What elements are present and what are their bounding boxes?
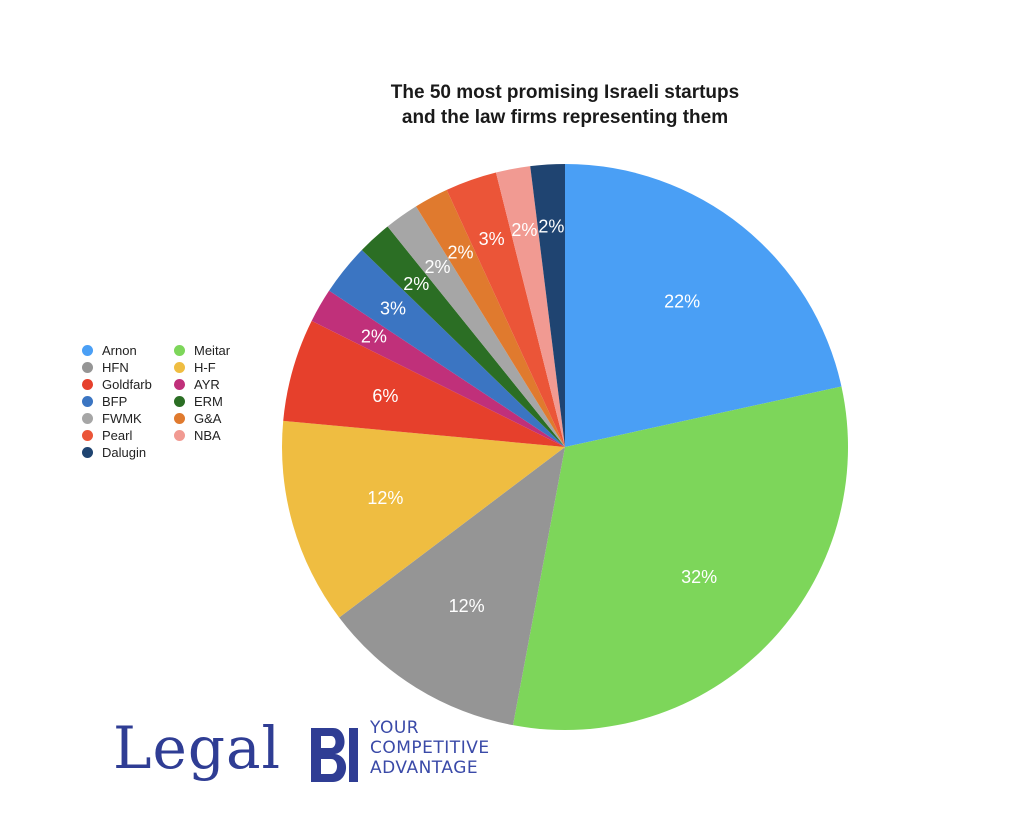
pie-slice-arnon [565,164,842,447]
pie-slice-ayr [311,290,565,447]
legend-swatch [82,447,93,458]
pie-data-labels: 22%32%12%12%6%2%3%2%2%2%3% 2% 2% [361,217,717,616]
legend-label: ERM [194,394,223,409]
logo-wordmark: Legal [113,714,282,782]
data-label-pearl: 3% [479,229,505,249]
legend-swatch [82,396,93,407]
data-label-goldfarb: 6% [372,386,398,406]
pie-slice-fwmk [387,206,565,447]
legend-item-nba: NBA [174,427,264,444]
legend-label: BFP [102,394,128,409]
data-label-nba: 2% [511,220,537,240]
legend-label: HFN [102,360,129,375]
pie-slice-g-a [416,189,565,447]
pie-slices [282,164,848,730]
legend-swatch [82,413,93,424]
pie-slice-meitar [512,386,848,730]
legend-item-erm: ERM [174,393,264,410]
chart-title-line-2: and the law firms representing them [401,107,729,128]
legend-label: Dalugin [102,445,147,460]
legend-item-goldfarb: Goldfarb [82,376,174,393]
legend-label: NBA [194,428,221,443]
legend-item-ayr: AYR [174,376,264,393]
legend-swatch [174,379,185,390]
logo-tagline-line-3: ADVANTAGE [370,758,479,778]
legend-label: H-F [194,360,216,375]
data-label-g-a: 2% [448,243,474,263]
pie-slice-h-f [282,420,565,618]
legend-label: Arnon [102,343,137,358]
data-label-ayr: 2% [361,327,387,347]
data-label-dalugin: 2% [538,217,564,237]
logo-tagline-line-1: YOUR [370,718,420,738]
legend-swatch [174,345,185,356]
legend-label: Goldfarb [102,377,152,392]
legend-swatch [82,430,93,441]
legend-item-h-f: H-F [174,359,264,376]
legend-item-bfp: BFP [82,393,174,410]
data-label-h-f: 12% [367,488,403,508]
pie-slice-pearl [446,172,565,447]
legend-item-arnon: Arnon [82,342,174,359]
legend-swatch [82,362,93,373]
legend-item-g-a: G&A [174,410,264,427]
data-label-meitar: 32% [681,567,717,587]
chart-title: The 50 most promising Israeli startups a… [310,80,820,130]
logo-tagline: YOUR COMPETITIVE ADVANTAGE [370,718,490,778]
pie-slice-erm [361,226,565,447]
legend-swatch [174,396,185,407]
pie-slice-bfp [329,249,565,447]
chart-title-line-1: The 50 most promising Israeli startups [390,82,740,103]
legend-label: AYR [194,377,220,392]
legend-label: FWMK [102,411,142,426]
legend-label: G&A [194,411,222,426]
legend-item-hfn: HFN [82,359,174,376]
legend-label: Meitar [194,343,231,358]
legend-swatch [82,345,93,356]
legend-item-fwmk: FWMK [82,410,174,427]
logo-tagline-line-2: COMPETITIVE [370,738,490,758]
legend-swatch [174,413,185,424]
pie-slice-goldfarb [283,320,565,447]
data-label-erm: 2% [403,274,429,294]
data-label-fwmk: 2% [424,257,450,277]
legalbi-logo: Legal YOUR COMPETITIVE ADVANTAGE [113,712,533,792]
data-label-hfn: 12% [449,596,485,616]
legend-item-meitar: Meitar [174,342,264,359]
legend-label: Pearl [102,428,133,443]
pie-slice-nba [495,166,565,447]
legend-item-pearl: Pearl [82,427,174,444]
pie-slice-hfn [339,447,565,726]
pie-slice-dalugin [530,164,565,447]
data-label-bfp: 3% [380,299,406,319]
logo-bi-mark [311,728,358,782]
chart-legend: Arnon Meitar HFN H-F Goldfarb AYR BFP ERM FWMK G&… [82,342,264,461]
data-label-arnon: 22% [664,291,700,311]
legend-item-dalugin: Dalugin [82,444,174,461]
legend-swatch [174,362,185,373]
legend-swatch [82,379,93,390]
legend-swatch [174,430,185,441]
